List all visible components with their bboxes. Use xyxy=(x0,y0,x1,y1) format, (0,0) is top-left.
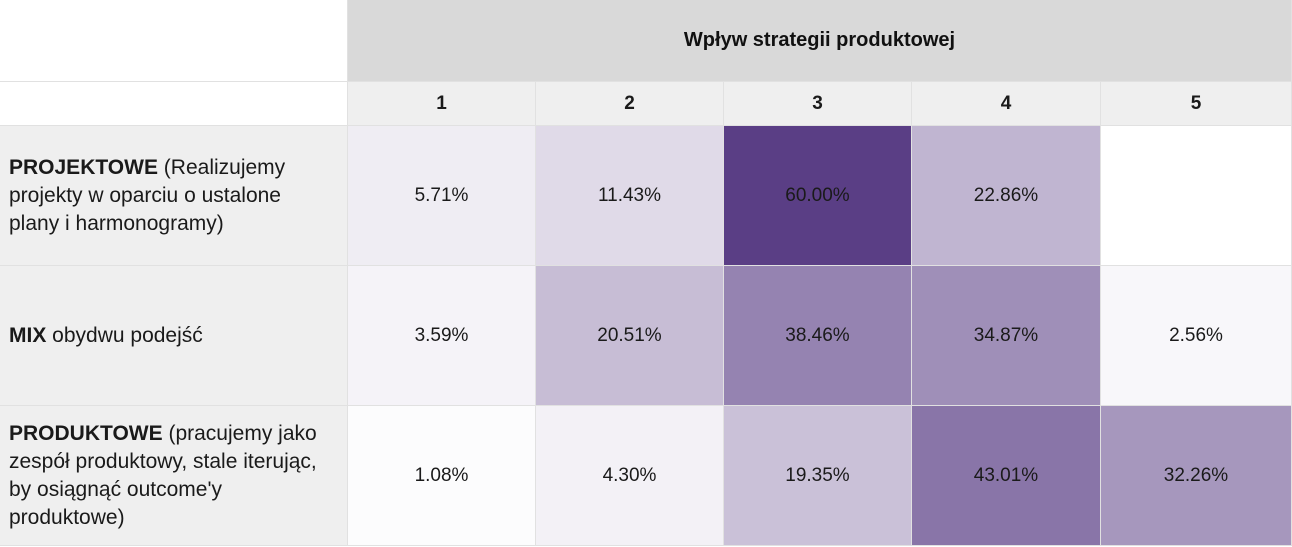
heatmap-cell: 34.87% xyxy=(912,266,1101,406)
column-header-4: 4 xyxy=(912,82,1101,126)
heatmap-cell: 1.08% xyxy=(348,406,536,546)
row-label-bold: PRODUKTOWE xyxy=(9,421,163,445)
heatmap-cell: 22.86% xyxy=(912,126,1101,266)
heatmap-cell: 5.71% xyxy=(348,126,536,266)
row-label-description: (Realizujemy projekty w oparciu o ustalo… xyxy=(9,155,286,235)
heatmap-cell: 2.56% xyxy=(1101,266,1292,406)
heatmap-cell: 32.26% xyxy=(1101,406,1292,546)
corner-cell-2 xyxy=(0,82,348,126)
corner-cell xyxy=(0,0,348,82)
row-label: PRODUKTOWE (pracujemy jako zespół produk… xyxy=(0,406,348,546)
column-header-5: 5 xyxy=(1101,82,1292,126)
column-header-1: 1 xyxy=(348,82,536,126)
row-label: MIX obydwu podejść xyxy=(0,266,348,406)
heatmap-cell: 60.00% xyxy=(724,126,912,266)
row-label: PROJEKTOWE (Realizujemy projekty w oparc… xyxy=(0,126,348,266)
heatmap-cell: 43.01% xyxy=(912,406,1101,546)
heatmap-cell: 4.30% xyxy=(536,406,724,546)
table-title: Wpływ strategii produktowej xyxy=(348,0,1292,82)
heatmap-cell xyxy=(1101,126,1292,266)
column-header-3: 3 xyxy=(724,82,912,126)
row-label-bold: PROJEKTOWE xyxy=(9,155,158,179)
row-label-description: (pracujemy jako zespół produktowy, stale… xyxy=(9,421,317,529)
column-header-2: 2 xyxy=(536,82,724,126)
row-label-bold: MIX xyxy=(9,323,47,347)
heatmap-cell: 3.59% xyxy=(348,266,536,406)
heatmap-cell: 38.46% xyxy=(724,266,912,406)
heatmap-cell: 11.43% xyxy=(536,126,724,266)
heatmap-cell: 20.51% xyxy=(536,266,724,406)
heatmap-cell: 19.35% xyxy=(724,406,912,546)
row-label-description: obydwu podejść xyxy=(46,323,203,347)
